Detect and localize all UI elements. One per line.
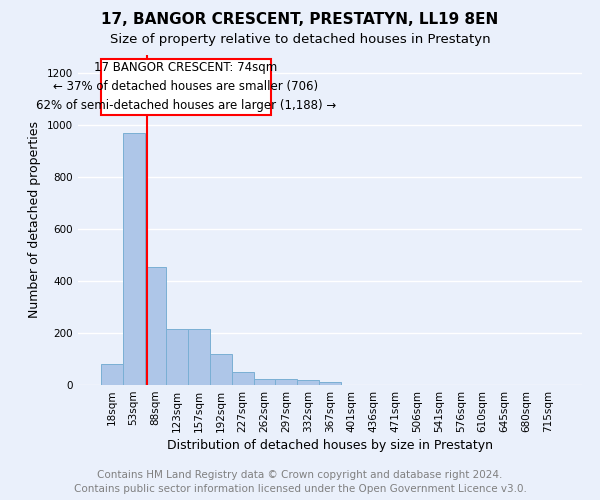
Bar [123,133,145,385]
Y-axis label: Number of detached properties: Number of detached properties [28,122,41,318]
Bar [275,380,297,385]
Bar [319,382,341,385]
Bar [145,267,166,385]
Bar [210,354,232,385]
Bar [297,380,319,385]
Bar [101,364,123,385]
Text: Contains HM Land Registry data © Crown copyright and database right 2024.
Contai: Contains HM Land Registry data © Crown c… [74,470,526,494]
FancyBboxPatch shape [101,59,271,115]
X-axis label: Distribution of detached houses by size in Prestatyn: Distribution of detached houses by size … [167,439,493,452]
Text: 17 BANGOR CRESCENT: 74sqm
← 37% of detached houses are smaller (706)
62% of semi: 17 BANGOR CRESCENT: 74sqm ← 37% of detac… [36,62,336,112]
Text: 17, BANGOR CRESCENT, PRESTATYN, LL19 8EN: 17, BANGOR CRESCENT, PRESTATYN, LL19 8EN [101,12,499,28]
Text: Size of property relative to detached houses in Prestatyn: Size of property relative to detached ho… [110,32,490,46]
Bar [188,329,210,385]
Bar [232,372,254,385]
Bar [166,329,188,385]
Bar [254,378,275,385]
